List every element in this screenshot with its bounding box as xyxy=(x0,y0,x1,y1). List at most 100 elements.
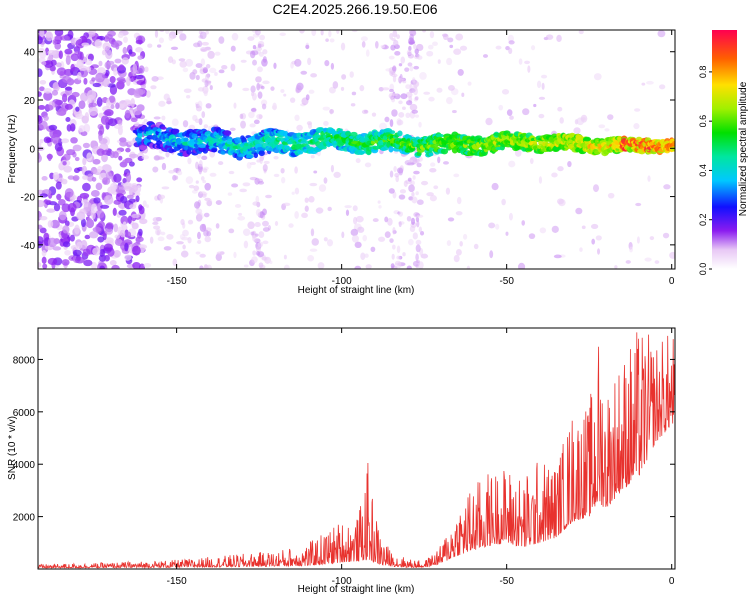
spectrogram-cell xyxy=(61,259,70,266)
spectrogram-cell xyxy=(341,231,345,239)
spectrogram-cell xyxy=(411,109,419,114)
colorbar-tick-label: 0.2 xyxy=(698,213,708,226)
spectrogram-cell xyxy=(388,146,394,153)
spectrogram-cell xyxy=(418,121,422,128)
spectrogram-cell xyxy=(62,161,67,166)
spectrogram-cell xyxy=(256,159,261,163)
spectrogram-cell xyxy=(359,85,365,92)
spectrogram-cell xyxy=(72,144,82,152)
spectrogram-cell xyxy=(87,217,93,226)
spectrogram-cell xyxy=(157,156,165,160)
spectrogram-cell xyxy=(299,30,305,34)
spectrogram-cell xyxy=(66,149,76,156)
spectrogram-cell xyxy=(410,180,415,186)
spectrogram-cell xyxy=(323,177,328,184)
spectrogram-cell xyxy=(447,217,455,222)
spectrogram-cell xyxy=(416,220,420,228)
colorbar-tick-label: 0.6 xyxy=(698,115,708,128)
spectrogram-cell xyxy=(332,81,339,89)
spectrogram-cell xyxy=(154,30,159,38)
spectrogram-cell xyxy=(202,67,208,74)
spectrogram-cell xyxy=(209,85,213,91)
spectrogram-cell xyxy=(39,138,44,144)
spectrogram-cell xyxy=(145,204,149,209)
spectrogram-cell xyxy=(360,252,366,260)
spectrogram-cell xyxy=(398,63,403,67)
snr-series-line xyxy=(38,332,675,569)
spectrogram-cell xyxy=(38,224,43,230)
spectrogram-cell xyxy=(378,205,382,209)
spectrogram-cell xyxy=(362,234,368,242)
spectrogram-cell xyxy=(539,227,547,234)
spectrogram-cell xyxy=(378,236,386,242)
spectrogram-y-tick-label: 40 xyxy=(24,48,36,59)
spectrogram-cell xyxy=(200,58,206,66)
spectrogram-cell xyxy=(215,200,222,205)
spectrogram-cell xyxy=(188,184,195,189)
spectrogram-cell xyxy=(197,212,203,220)
spectrogram-cell xyxy=(90,190,100,197)
spectrogram-cell xyxy=(357,226,365,233)
spectrogram-cell xyxy=(168,35,174,41)
spectrogram-cell xyxy=(91,176,97,182)
spectrogram-cell xyxy=(355,158,361,164)
spectrogram-cell xyxy=(455,211,463,216)
spectrogram-cell xyxy=(415,244,421,253)
spectrogram-cell xyxy=(38,142,42,147)
spectrogram-x-label: Height of straight line (km) xyxy=(298,285,415,296)
spectrogram-cell xyxy=(80,239,88,250)
spectrogram-cell xyxy=(365,49,370,57)
spectrogram-cell xyxy=(388,188,395,194)
spectrogram-cell xyxy=(65,117,71,122)
spectrogram-cell xyxy=(215,253,222,261)
spectrogram-cell xyxy=(150,85,157,90)
spectrogram-cell xyxy=(102,42,111,51)
spectrogram-cell xyxy=(243,264,249,268)
spectrogram-cell xyxy=(206,80,212,84)
spectrogram-cell xyxy=(488,222,496,229)
spectrogram-cell xyxy=(104,227,114,235)
spectrogram-cell xyxy=(61,93,68,103)
spectrogram-cell xyxy=(408,159,413,163)
spectrogram-x-tick-label: -150 xyxy=(167,276,187,287)
spectrogram-y-tick-label: -20 xyxy=(21,193,36,204)
spectrogram-cell xyxy=(165,30,170,35)
spectrogram-cell xyxy=(508,40,515,45)
spectrogram-cell xyxy=(261,103,267,110)
spectrogram-cell xyxy=(437,59,441,64)
spectrogram-cell xyxy=(237,215,246,221)
spectrogram-cell xyxy=(262,163,268,172)
spectrogram-cell xyxy=(121,57,129,65)
spectrogram-cell xyxy=(183,137,189,142)
spectrogram-cell xyxy=(48,124,58,131)
spectrogram-cell xyxy=(52,82,59,90)
spectrogram-cell xyxy=(414,114,420,118)
spectrogram-cell xyxy=(294,166,298,174)
spectrogram-cell xyxy=(411,217,416,225)
spectrogram-cell xyxy=(98,60,103,67)
spectrogram-cell xyxy=(393,39,399,47)
spectrogram-cell xyxy=(228,170,235,175)
spectrogram-cell xyxy=(43,91,53,101)
spectrogram-x-tick-label: -100 xyxy=(332,276,352,287)
spectrogram-cell xyxy=(207,50,215,59)
spectrogram-cell xyxy=(427,44,434,50)
spectrogram-cell xyxy=(538,176,543,184)
spectrogram-cell xyxy=(96,97,103,107)
spectrogram-cell xyxy=(263,160,270,165)
spectrogram-cell xyxy=(255,195,260,203)
spectrogram-cell xyxy=(101,149,112,156)
spectrogram-cell xyxy=(412,232,418,240)
spectrogram-cell xyxy=(56,109,67,116)
spectrogram-cell xyxy=(414,158,420,163)
spectrogram-cell xyxy=(328,30,332,38)
spectrogram-cell xyxy=(598,124,606,129)
spectrogram-cell xyxy=(64,86,73,91)
spectrogram-cell xyxy=(408,37,415,46)
spectrogram-cell xyxy=(396,34,401,40)
spectrogram-cell xyxy=(128,49,133,55)
spectrogram-cell xyxy=(518,58,523,65)
spectrogram-cell xyxy=(671,141,675,146)
spectrogram-cell xyxy=(559,117,564,124)
spectrogram-cell xyxy=(388,55,395,60)
